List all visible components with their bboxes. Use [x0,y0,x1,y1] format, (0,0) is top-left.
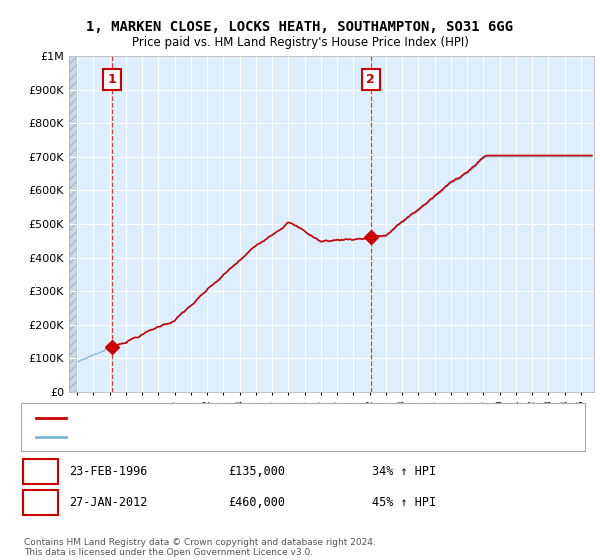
Text: 45% ↑ HPI: 45% ↑ HPI [372,496,436,509]
Text: HPI: Average price, detached house, Fareham: HPI: Average price, detached house, Fare… [78,432,316,442]
Text: 23-FEB-1996: 23-FEB-1996 [69,465,148,478]
Bar [69,56,77,392]
Text: 1: 1 [107,73,116,86]
Text: 1: 1 [36,465,45,478]
Text: £135,000: £135,000 [228,465,285,478]
Text: 1, MARKEN CLOSE, LOCKS HEATH, SOUTHAMPTON, SO31 6GG (detached house): 1, MARKEN CLOSE, LOCKS HEATH, SOUTHAMPTO… [78,413,495,423]
Text: Price paid vs. HM Land Registry's House Price Index (HPI): Price paid vs. HM Land Registry's House … [131,36,469,49]
Text: 2: 2 [367,73,375,86]
Text: 27-JAN-2012: 27-JAN-2012 [69,496,148,509]
Text: £460,000: £460,000 [228,496,285,509]
Text: Contains HM Land Registry data © Crown copyright and database right 2024.
This d: Contains HM Land Registry data © Crown c… [24,538,376,557]
Text: 1, MARKEN CLOSE, LOCKS HEATH, SOUTHAMPTON, SO31 6GG: 1, MARKEN CLOSE, LOCKS HEATH, SOUTHAMPTO… [86,20,514,34]
Text: 34% ↑ HPI: 34% ↑ HPI [372,465,436,478]
Text: 2: 2 [36,496,45,509]
